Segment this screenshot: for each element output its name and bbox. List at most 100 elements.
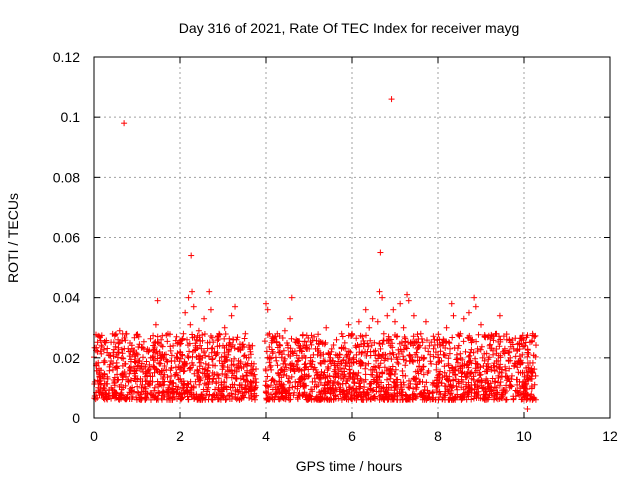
data-point [109,366,116,373]
data-point [204,339,211,346]
data-point [230,336,237,343]
data-point [192,342,199,349]
data-point [330,357,337,364]
data-point [245,354,252,361]
data-point [168,357,175,364]
data-point [166,381,173,388]
data-point [158,336,165,343]
data-point [142,363,149,370]
data-point [194,366,201,373]
data-point [407,339,414,346]
data-point [273,357,280,364]
data-point [97,381,104,388]
data-point [398,348,405,355]
data-point [199,354,206,361]
data-point [188,252,195,259]
y-tick-label: 0.04 [53,290,80,306]
data-point [498,369,505,376]
data-point [414,345,421,352]
data-point [130,348,137,355]
data-point [515,357,522,364]
data-point [312,366,319,373]
data-point [362,306,369,313]
data-point [455,378,462,385]
data-point [108,384,115,391]
data-point [285,351,292,358]
data-point [121,360,128,367]
data-point [163,366,170,373]
data-point [173,333,180,340]
data-point [428,360,435,367]
data-point [263,300,269,307]
data-point [96,369,103,376]
data-point [333,336,340,343]
data-point [361,378,368,385]
data-point [467,357,474,364]
data-point [276,342,283,349]
data-point [521,378,527,385]
data-point [287,315,294,322]
data-point [379,294,386,301]
data-point [417,330,424,337]
data-point [448,300,455,307]
data-point [478,321,484,328]
data-point [104,375,111,382]
data-point [388,96,395,103]
data-point [189,288,196,295]
data-point [91,378,98,385]
data-point [177,348,183,355]
data-point [197,375,204,382]
data-point [292,378,299,385]
data-point [404,291,411,298]
x-tick-labels: 0 2 4 6 8 10 12 [90,428,618,444]
data-point [450,312,457,319]
data-point [233,375,240,382]
data-point [462,348,469,355]
data-point [175,363,182,370]
data-point [460,315,467,322]
data-point [409,357,416,364]
data-point [453,351,460,358]
data-point [474,345,481,352]
data-point [484,360,491,367]
data-point [364,348,371,355]
data-point [154,297,161,304]
data-point [371,339,378,346]
data-point [382,351,389,358]
x-tick-label: 8 [434,428,442,444]
data-point [295,366,302,373]
data-point [402,372,409,379]
data-point [488,366,495,373]
data-point [340,375,347,382]
data-point [101,357,108,364]
data-point [422,318,429,325]
data-point [390,306,397,313]
data-point [433,366,440,373]
data-point [207,306,214,313]
data-point [459,363,466,370]
data-point [264,306,271,313]
data-point [514,381,521,388]
data-point [438,357,445,364]
data-point [324,363,331,370]
data-point [500,348,507,355]
data-point [237,345,244,352]
data-point [304,345,311,352]
data-point [328,348,335,355]
data-point [465,309,472,316]
data-point [206,288,213,295]
data-point [347,369,354,376]
data-point [377,249,384,256]
data-point [376,288,383,295]
data-point [426,342,433,349]
chart-title: Day 316 of 2021, Rate Of TEC Index for r… [179,20,520,36]
data-point [400,324,407,331]
data-point [221,324,228,331]
data-point [216,357,223,364]
data-point [171,372,178,379]
data-point [527,375,534,382]
data-point [302,360,309,367]
data-point [290,363,297,370]
data-point [345,321,352,328]
